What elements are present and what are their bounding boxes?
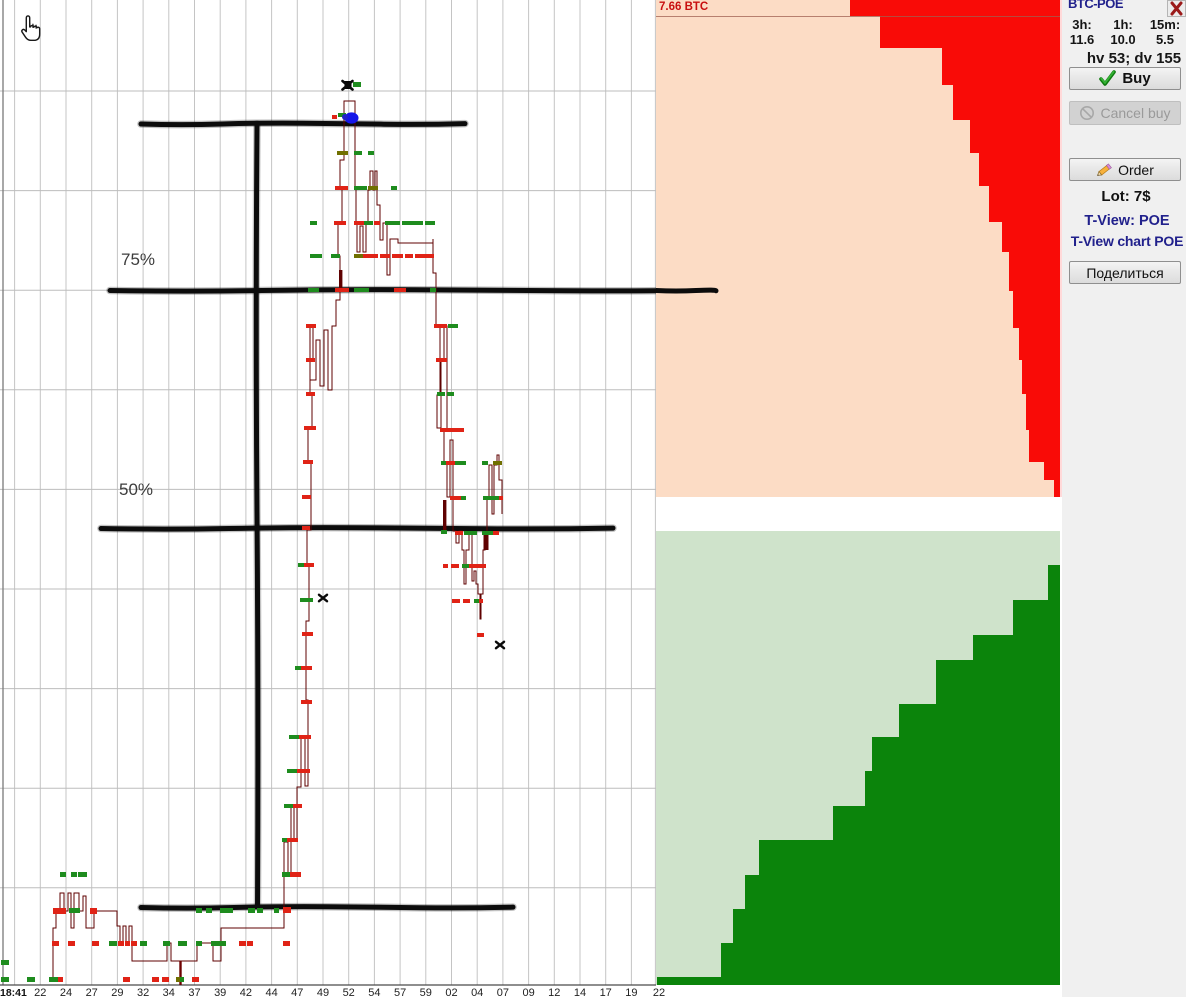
svg-text:18:41: 18:41 [0, 987, 27, 997]
svg-text:37: 37 [188, 987, 200, 997]
svg-text:52: 52 [343, 987, 355, 997]
svg-text:04: 04 [471, 987, 483, 997]
svg-text:44: 44 [265, 987, 277, 997]
svg-text:49: 49 [317, 987, 329, 997]
svg-text:12: 12 [548, 987, 560, 997]
svg-text:59: 59 [420, 987, 432, 997]
svg-text:07: 07 [497, 987, 509, 997]
svg-text:54: 54 [368, 987, 380, 997]
svg-text:19: 19 [625, 987, 637, 997]
svg-text:39: 39 [214, 987, 226, 997]
svg-text:29: 29 [111, 987, 123, 997]
svg-text:14: 14 [574, 987, 586, 997]
svg-text:42: 42 [240, 987, 252, 997]
svg-text:47: 47 [291, 987, 303, 997]
svg-text:34: 34 [163, 987, 175, 997]
svg-text:22: 22 [34, 987, 46, 997]
svg-text:57: 57 [394, 987, 406, 997]
svg-text:22: 22 [653, 987, 665, 997]
svg-text:24: 24 [60, 987, 72, 997]
svg-text:09: 09 [522, 987, 534, 997]
svg-text:75%: 75% [121, 250, 155, 269]
svg-text:27: 27 [86, 987, 98, 997]
svg-text:32: 32 [137, 987, 149, 997]
svg-text:02: 02 [445, 987, 457, 997]
svg-text:50%: 50% [119, 480, 153, 499]
svg-text:17: 17 [600, 987, 612, 997]
